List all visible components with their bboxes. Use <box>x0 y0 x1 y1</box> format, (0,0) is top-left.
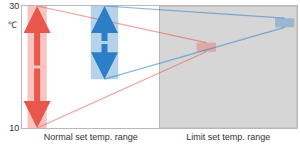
svg-text:℃: ℃ <box>8 20 17 30</box>
svg-text:10: 10 <box>9 123 19 133</box>
svg-text:30: 30 <box>9 1 19 11</box>
svg-text:Limit set temp. range: Limit set temp. range <box>186 132 270 142</box>
svg-text:Normal set temp. range: Normal set temp. range <box>44 132 138 142</box>
